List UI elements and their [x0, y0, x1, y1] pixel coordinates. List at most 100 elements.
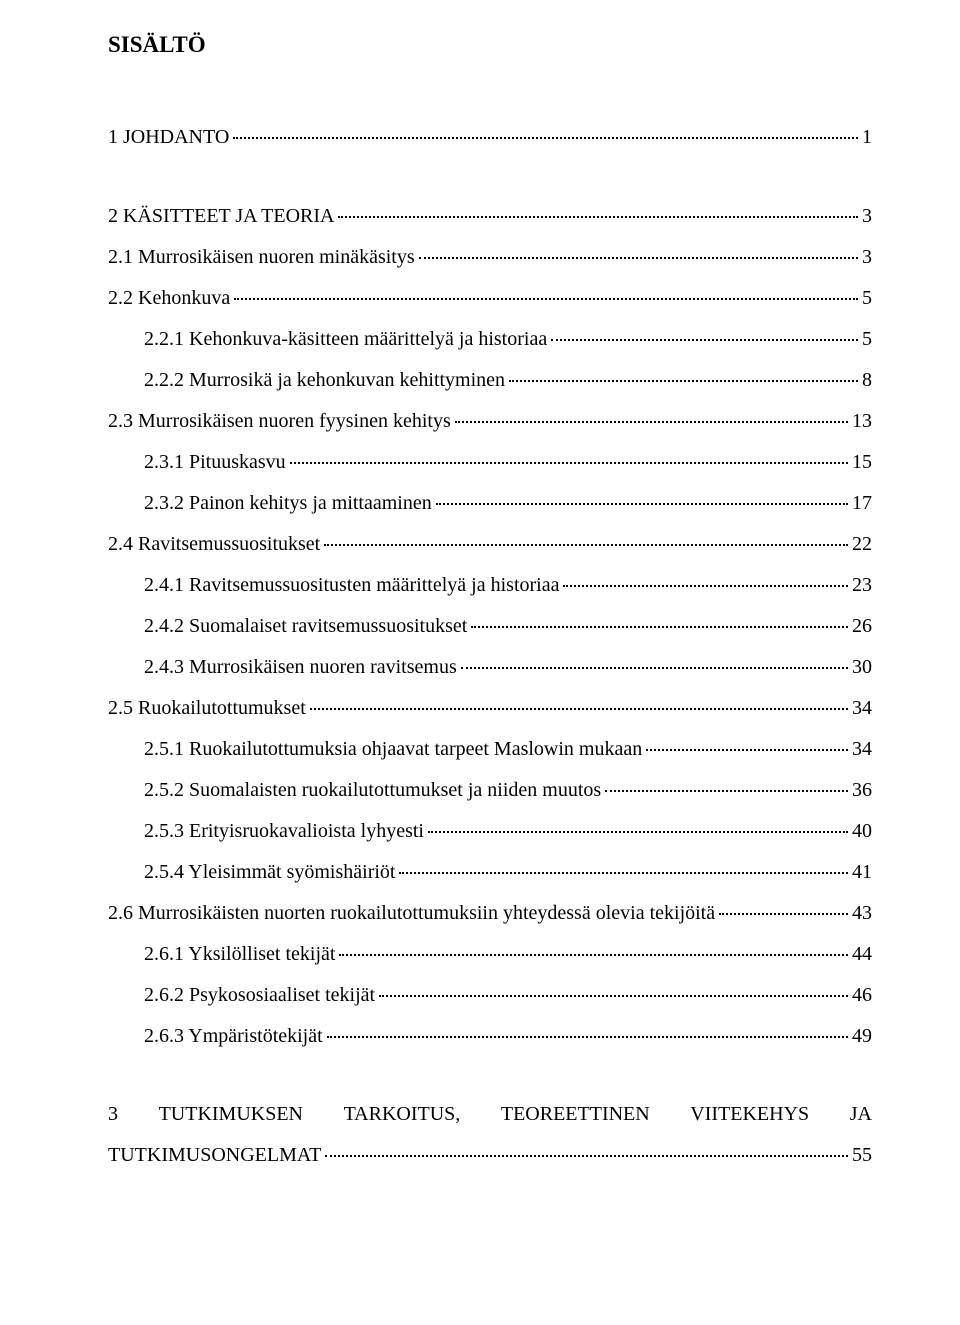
toc-label: 2.2.1 Kehonkuva-käsitteen määrittelyä ja… — [144, 329, 547, 349]
toc-entry: 2.4.3 Murrosikäisen nuoren ravitsemus 30 — [144, 656, 872, 677]
toc-entry: 1 JOHDANTO 1 — [108, 126, 872, 147]
toc-entry: 2.6.3 Ympäristötekijät 49 — [144, 1025, 872, 1046]
toc-label: 2.5.2 Suomalaisten ruokailutottumukset j… — [144, 780, 601, 800]
toc-label: 2.6 Murrosikäisten nuorten ruokailutottu… — [108, 903, 715, 923]
toc-page-number: 22 — [852, 534, 872, 554]
toc-entry: 2.5.1 Ruokailutottumuksia ohjaavat tarpe… — [144, 738, 872, 759]
toc-leader-dots — [719, 898, 848, 915]
toc-page-number: 43 — [852, 903, 872, 923]
toc-label-word: TARKOITUS, — [344, 1104, 461, 1124]
toc-entry: 2.6.1 Yksilölliset tekijät 44 — [144, 943, 872, 964]
toc-label: 2.5 Ruokailutottumukset — [108, 698, 306, 718]
toc-entry: 2 KÄSITTEET JA TEORIA 3 — [108, 205, 872, 226]
toc-label: 2.2 Kehonkuva — [108, 288, 230, 308]
toc-entry-justified: 3TUTKIMUKSENTARKOITUS,TEOREETTINENVIITEK… — [108, 1104, 872, 1124]
toc-page-number: 40 — [852, 821, 872, 841]
toc-label: 2.4.1 Ravitsemussuositusten määrittelyä … — [144, 575, 559, 595]
toc-page-number: 34 — [852, 698, 872, 718]
toc-label-word: 3 — [108, 1104, 118, 1124]
toc-leader-dots — [338, 201, 858, 218]
toc-page-number: 23 — [852, 575, 872, 595]
toc-page-number: 26 — [852, 616, 872, 636]
toc-label: 2.3.1 Pituuskasvu — [144, 452, 286, 472]
toc-leader-dots — [310, 693, 848, 710]
toc-leader-dots — [419, 242, 858, 259]
toc-page-number: 15 — [852, 452, 872, 472]
toc-label: 2.4.2 Suomalaiset ravitsemussuositukset — [144, 616, 467, 636]
toc-page-number: 41 — [852, 862, 872, 882]
toc-leader-dots — [234, 283, 858, 300]
toc-entry: 2.5.3 Erityisruokavalioista lyhyesti 40 — [144, 820, 872, 841]
toc-leader-dots — [563, 570, 848, 587]
toc-entry: 2.3.1 Pituuskasvu 15 — [144, 451, 872, 472]
toc-page-number: 49 — [852, 1026, 872, 1046]
toc-label: 2.5.3 Erityisruokavalioista lyhyesti — [144, 821, 424, 841]
toc-entry: 2.2 Kehonkuva 5 — [108, 287, 872, 308]
toc-label: 2.2.2 Murrosikä ja kehonkuvan kehittymin… — [144, 370, 505, 390]
toc-leader-dots — [399, 857, 848, 874]
toc-label: 2.3.2 Painon kehitys ja mittaaminen — [144, 493, 432, 513]
toc-label: 2.5.1 Ruokailutottumuksia ohjaavat tarpe… — [144, 739, 642, 759]
toc-entry: 2.2.2 Murrosikä ja kehonkuvan kehittymin… — [144, 369, 872, 390]
toc-leader-dots — [233, 122, 858, 139]
toc-label: 2.5.4 Yleisimmät syömishäiriöt — [144, 862, 395, 882]
toc-page-number: 5 — [862, 329, 872, 349]
toc-label: 2.6.3 Ympäristötekijät — [144, 1026, 323, 1046]
toc-label: TUTKIMUSONGELMAT — [108, 1145, 321, 1165]
toc-label-word: VIITEKEHYS — [690, 1104, 809, 1124]
toc-entry: 2.5 Ruokailutottumukset 34 — [108, 697, 872, 718]
toc-entry: 2.3 Murrosikäisen nuoren fyysinen kehity… — [108, 410, 872, 431]
toc-entry: 2.5.2 Suomalaisten ruokailutottumukset j… — [144, 779, 872, 800]
toc-leader-dots — [325, 1140, 848, 1157]
toc-page-number: 13 — [852, 411, 872, 431]
toc-label: 2.3 Murrosikäisen nuoren fyysinen kehity… — [108, 411, 451, 431]
toc-page-number: 5 — [862, 288, 872, 308]
toc-page-number: 1 — [862, 127, 872, 147]
toc-entry: 2.4 Ravitsemussuositukset 22 — [108, 533, 872, 554]
toc-page-number: 17 — [852, 493, 872, 513]
toc-leader-dots — [379, 980, 848, 997]
toc-label: 2.1 Murrosikäisen nuoren minäkäsitys — [108, 247, 415, 267]
toc-page-number: 3 — [862, 247, 872, 267]
toc-entry: 2.2.1 Kehonkuva-käsitteen määrittelyä ja… — [144, 328, 872, 349]
toc-label: 2.4 Ravitsemussuositukset — [108, 534, 320, 554]
toc-entry: 2.6.2 Psykososiaaliset tekijät 46 — [144, 984, 872, 1005]
toc-leader-dots — [324, 529, 848, 546]
toc-leader-dots — [455, 406, 848, 423]
toc-page-number: 55 — [852, 1145, 872, 1165]
toc-leader-dots — [436, 488, 848, 505]
toc-page-number: 8 — [862, 370, 872, 390]
toc-label: 2.4.3 Murrosikäisen nuoren ravitsemus — [144, 657, 457, 677]
toc-leader-dots — [471, 611, 848, 628]
toc-page-number: 44 — [852, 944, 872, 964]
toc-leader-dots — [290, 447, 848, 464]
toc-entry: 2.5.4 Yleisimmät syömishäiriöt 41 — [144, 861, 872, 882]
toc-page-number: 36 — [852, 780, 872, 800]
toc-page-number: 30 — [852, 657, 872, 677]
toc-leader-dots — [461, 652, 848, 669]
toc-label: 2.6.2 Psykososiaaliset tekijät — [144, 985, 375, 1005]
toc: 1 JOHDANTO12 KÄSITTEET JA TEORIA32.1 Mur… — [108, 126, 872, 1046]
toc-entry: 2.4.2 Suomalaiset ravitsemussuositukset 2… — [144, 615, 872, 636]
toc-label: 2 KÄSITTEET JA TEORIA — [108, 206, 334, 226]
toc-entry: 2.6 Murrosikäisten nuorten ruokailutottu… — [108, 902, 872, 923]
toc-label-word: JA — [850, 1104, 872, 1124]
toc-page-number: 34 — [852, 739, 872, 759]
page-title: SISÄLTÖ — [108, 32, 872, 58]
toc-page-number: 46 — [852, 985, 872, 1005]
toc-entry: 2.3.2 Painon kehitys ja mittaaminen 17 — [144, 492, 872, 513]
toc-label: 2.6.1 Yksilölliset tekijät — [144, 944, 335, 964]
toc-page-number: 3 — [862, 206, 872, 226]
toc-entry: 2.1 Murrosikäisen nuoren minäkäsitys 3 — [108, 246, 872, 267]
toc-entry: TUTKIMUSONGELMAT 55 — [108, 1144, 872, 1165]
toc-leader-dots — [551, 324, 858, 341]
toc-leader-dots — [327, 1021, 848, 1038]
toc-leader-dots — [605, 775, 848, 792]
toc-label: 1 JOHDANTO — [108, 127, 229, 147]
toc-entry: 2.4.1 Ravitsemussuositusten määrittelyä … — [144, 574, 872, 595]
toc-label-word: TUTKIMUKSEN — [159, 1104, 303, 1124]
toc-leader-dots — [339, 939, 848, 956]
toc-leader-dots — [509, 365, 858, 382]
toc-leader-dots — [646, 734, 848, 751]
page: SISÄLTÖ 1 JOHDANTO 1 2 KÄSITTEET JA TEORIA… — [0, 0, 960, 1325]
